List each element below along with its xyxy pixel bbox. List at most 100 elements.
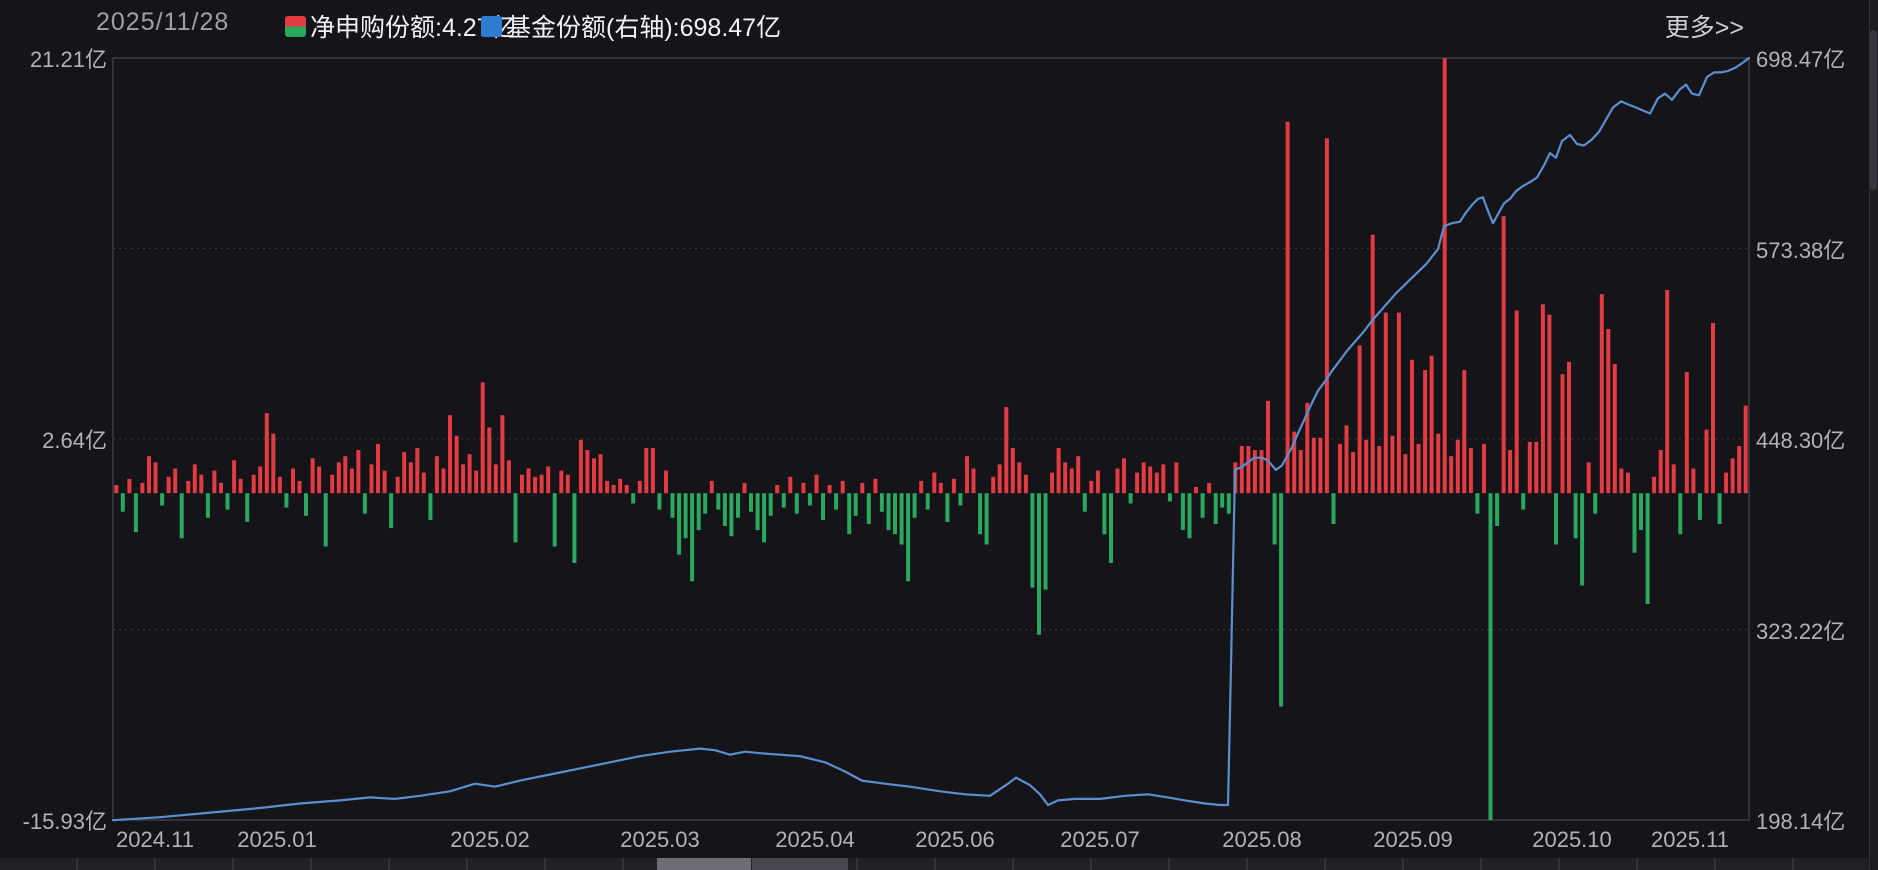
net-subscription-bar <box>1462 370 1467 494</box>
net-subscription-bar <box>1063 462 1068 494</box>
net-subscription-bar <box>1534 441 1539 494</box>
net-subscription-bar <box>1167 493 1172 502</box>
net-subscription-bar <box>860 482 865 494</box>
net-subscription-bar <box>611 485 616 494</box>
net-subscription-bar <box>356 450 361 494</box>
net-subscription-bar <box>696 493 701 531</box>
net-subscription-bar <box>461 464 466 494</box>
net-subscription-bar <box>1697 493 1702 520</box>
net-subscription-bar <box>1678 493 1683 535</box>
x-axis-tick-label: 2025.08 <box>1222 827 1302 852</box>
right-axis-tick-label: 323.22亿 <box>1756 618 1846 644</box>
legend-fund-shares-value: :698.47亿 <box>672 14 782 42</box>
net-subscription-bar <box>336 462 341 494</box>
x-axis-tick-label: 2025.03 <box>620 827 700 852</box>
right-axis-tick-label: 573.38亿 <box>1756 237 1846 263</box>
legend-fund-shares-label: 基金份额(右轴) <box>506 14 673 42</box>
current-date: 2025/11/28 <box>96 8 230 36</box>
net-subscription-bar <box>166 476 171 494</box>
net-subscription-bar <box>120 493 125 512</box>
net-subscription-bar <box>559 470 564 494</box>
net-subscription-bar <box>1560 374 1565 494</box>
horizontal-scrollbar-thumb-secondary[interactable] <box>752 858 848 870</box>
net-subscription-bar <box>978 493 983 535</box>
net-subscription-bar <box>421 472 426 494</box>
net-subscription-bar <box>147 456 151 494</box>
net-subscription-bar <box>1671 464 1676 494</box>
net-subscription-bar <box>768 493 773 516</box>
net-subscription-bar <box>965 456 969 494</box>
net-subscription-bar <box>1200 493 1205 518</box>
net-subscription-bar <box>487 427 492 494</box>
net-subscription-bar <box>343 456 348 494</box>
net-subscription-bar <box>906 493 911 582</box>
net-subscription-bar <box>716 493 721 510</box>
net-subscription-bar <box>932 472 937 494</box>
net-subscription-bar <box>1351 452 1356 494</box>
net-subscription-bar <box>1475 493 1480 514</box>
net-subscription-bar <box>1717 493 1722 524</box>
net-subscription-bar <box>1056 448 1061 494</box>
net-subscription-bar <box>598 454 603 494</box>
net-subscription-bar <box>225 493 230 510</box>
net-subscription-bar <box>277 476 282 494</box>
net-subscription-bar <box>736 493 740 518</box>
net-subscription-bar <box>1298 450 1303 494</box>
legend-net-subscription-value: :4.27亿 <box>435 14 516 42</box>
net-subscription-bar <box>219 482 223 494</box>
more-link[interactable]: 更多>> <box>1664 14 1744 42</box>
net-subscription-bar <box>533 476 538 494</box>
vertical-scrollbar-rail[interactable] <box>1869 0 1878 870</box>
net-subscription-bar <box>1730 458 1735 494</box>
net-subscription-bar <box>729 493 734 537</box>
net-subscription-bar <box>1403 454 1408 494</box>
net-subscription-bar <box>1141 462 1146 494</box>
net-subscription-bar <box>873 478 878 494</box>
net-subscription-bar <box>742 482 747 494</box>
net-subscription-bar <box>1370 234 1375 494</box>
net-subscription-bar <box>179 493 184 539</box>
net-subscription-bar <box>984 493 989 545</box>
net-subscription-bar <box>879 493 884 512</box>
net-subscription-bar <box>1102 493 1107 535</box>
legend-net-subscription[interactable]: 净申购份额:4.27亿 <box>285 8 516 44</box>
net-subscription-bar <box>552 493 557 547</box>
net-subscription-bar <box>1050 472 1055 494</box>
x-axis-tick-label: 2025.10 <box>1532 827 1612 852</box>
net-subscription-bar <box>500 415 505 494</box>
right-axis-tick-label: 198.14亿 <box>1756 809 1846 834</box>
net-subscription-bar <box>1095 470 1100 494</box>
net-subscription-bar <box>749 493 753 512</box>
vertical-scrollbar-thumb[interactable] <box>1870 30 1877 190</box>
net-subscription-bar <box>1377 446 1382 494</box>
net-subscription-bar <box>912 493 917 518</box>
right-axis-tick-label: 448.30亿 <box>1756 428 1846 453</box>
net-subscription-bar <box>683 493 688 539</box>
net-subscription-bar <box>1527 441 1532 494</box>
net-subscription-bar <box>958 493 963 506</box>
net-subscription-bar <box>1632 493 1637 553</box>
x-axis-tick-label: 2025.09 <box>1373 827 1453 852</box>
net-subscription-bar <box>1266 400 1270 494</box>
net-subscription-bar <box>585 450 590 494</box>
net-subscription-bar <box>1030 493 1035 588</box>
net-subscription-bar <box>709 480 714 494</box>
net-subscription-bar <box>480 382 485 494</box>
net-subscription-bar <box>1135 472 1140 494</box>
net-subscription-bar <box>1612 363 1617 494</box>
net-subscription-bar <box>238 478 243 494</box>
net-subscription-bar <box>448 415 452 494</box>
net-subscription-bar <box>945 493 950 522</box>
horizontal-scrollbar-thumb[interactable] <box>657 858 751 870</box>
net-subscription-bar <box>526 468 531 494</box>
net-subscription-bar <box>1285 121 1290 494</box>
net-subscription-bar <box>1109 493 1113 563</box>
net-subscription-bar <box>1246 446 1251 494</box>
net-subscription-bar <box>1508 450 1513 494</box>
net-subscription-bar <box>565 474 570 494</box>
net-subscription-bar <box>245 493 250 522</box>
net-subscription-bar <box>1704 429 1709 494</box>
net-subscription-bar <box>821 493 825 520</box>
legend-fund-shares[interactable]: 基金份额(右轴):698.47亿 <box>481 8 781 44</box>
